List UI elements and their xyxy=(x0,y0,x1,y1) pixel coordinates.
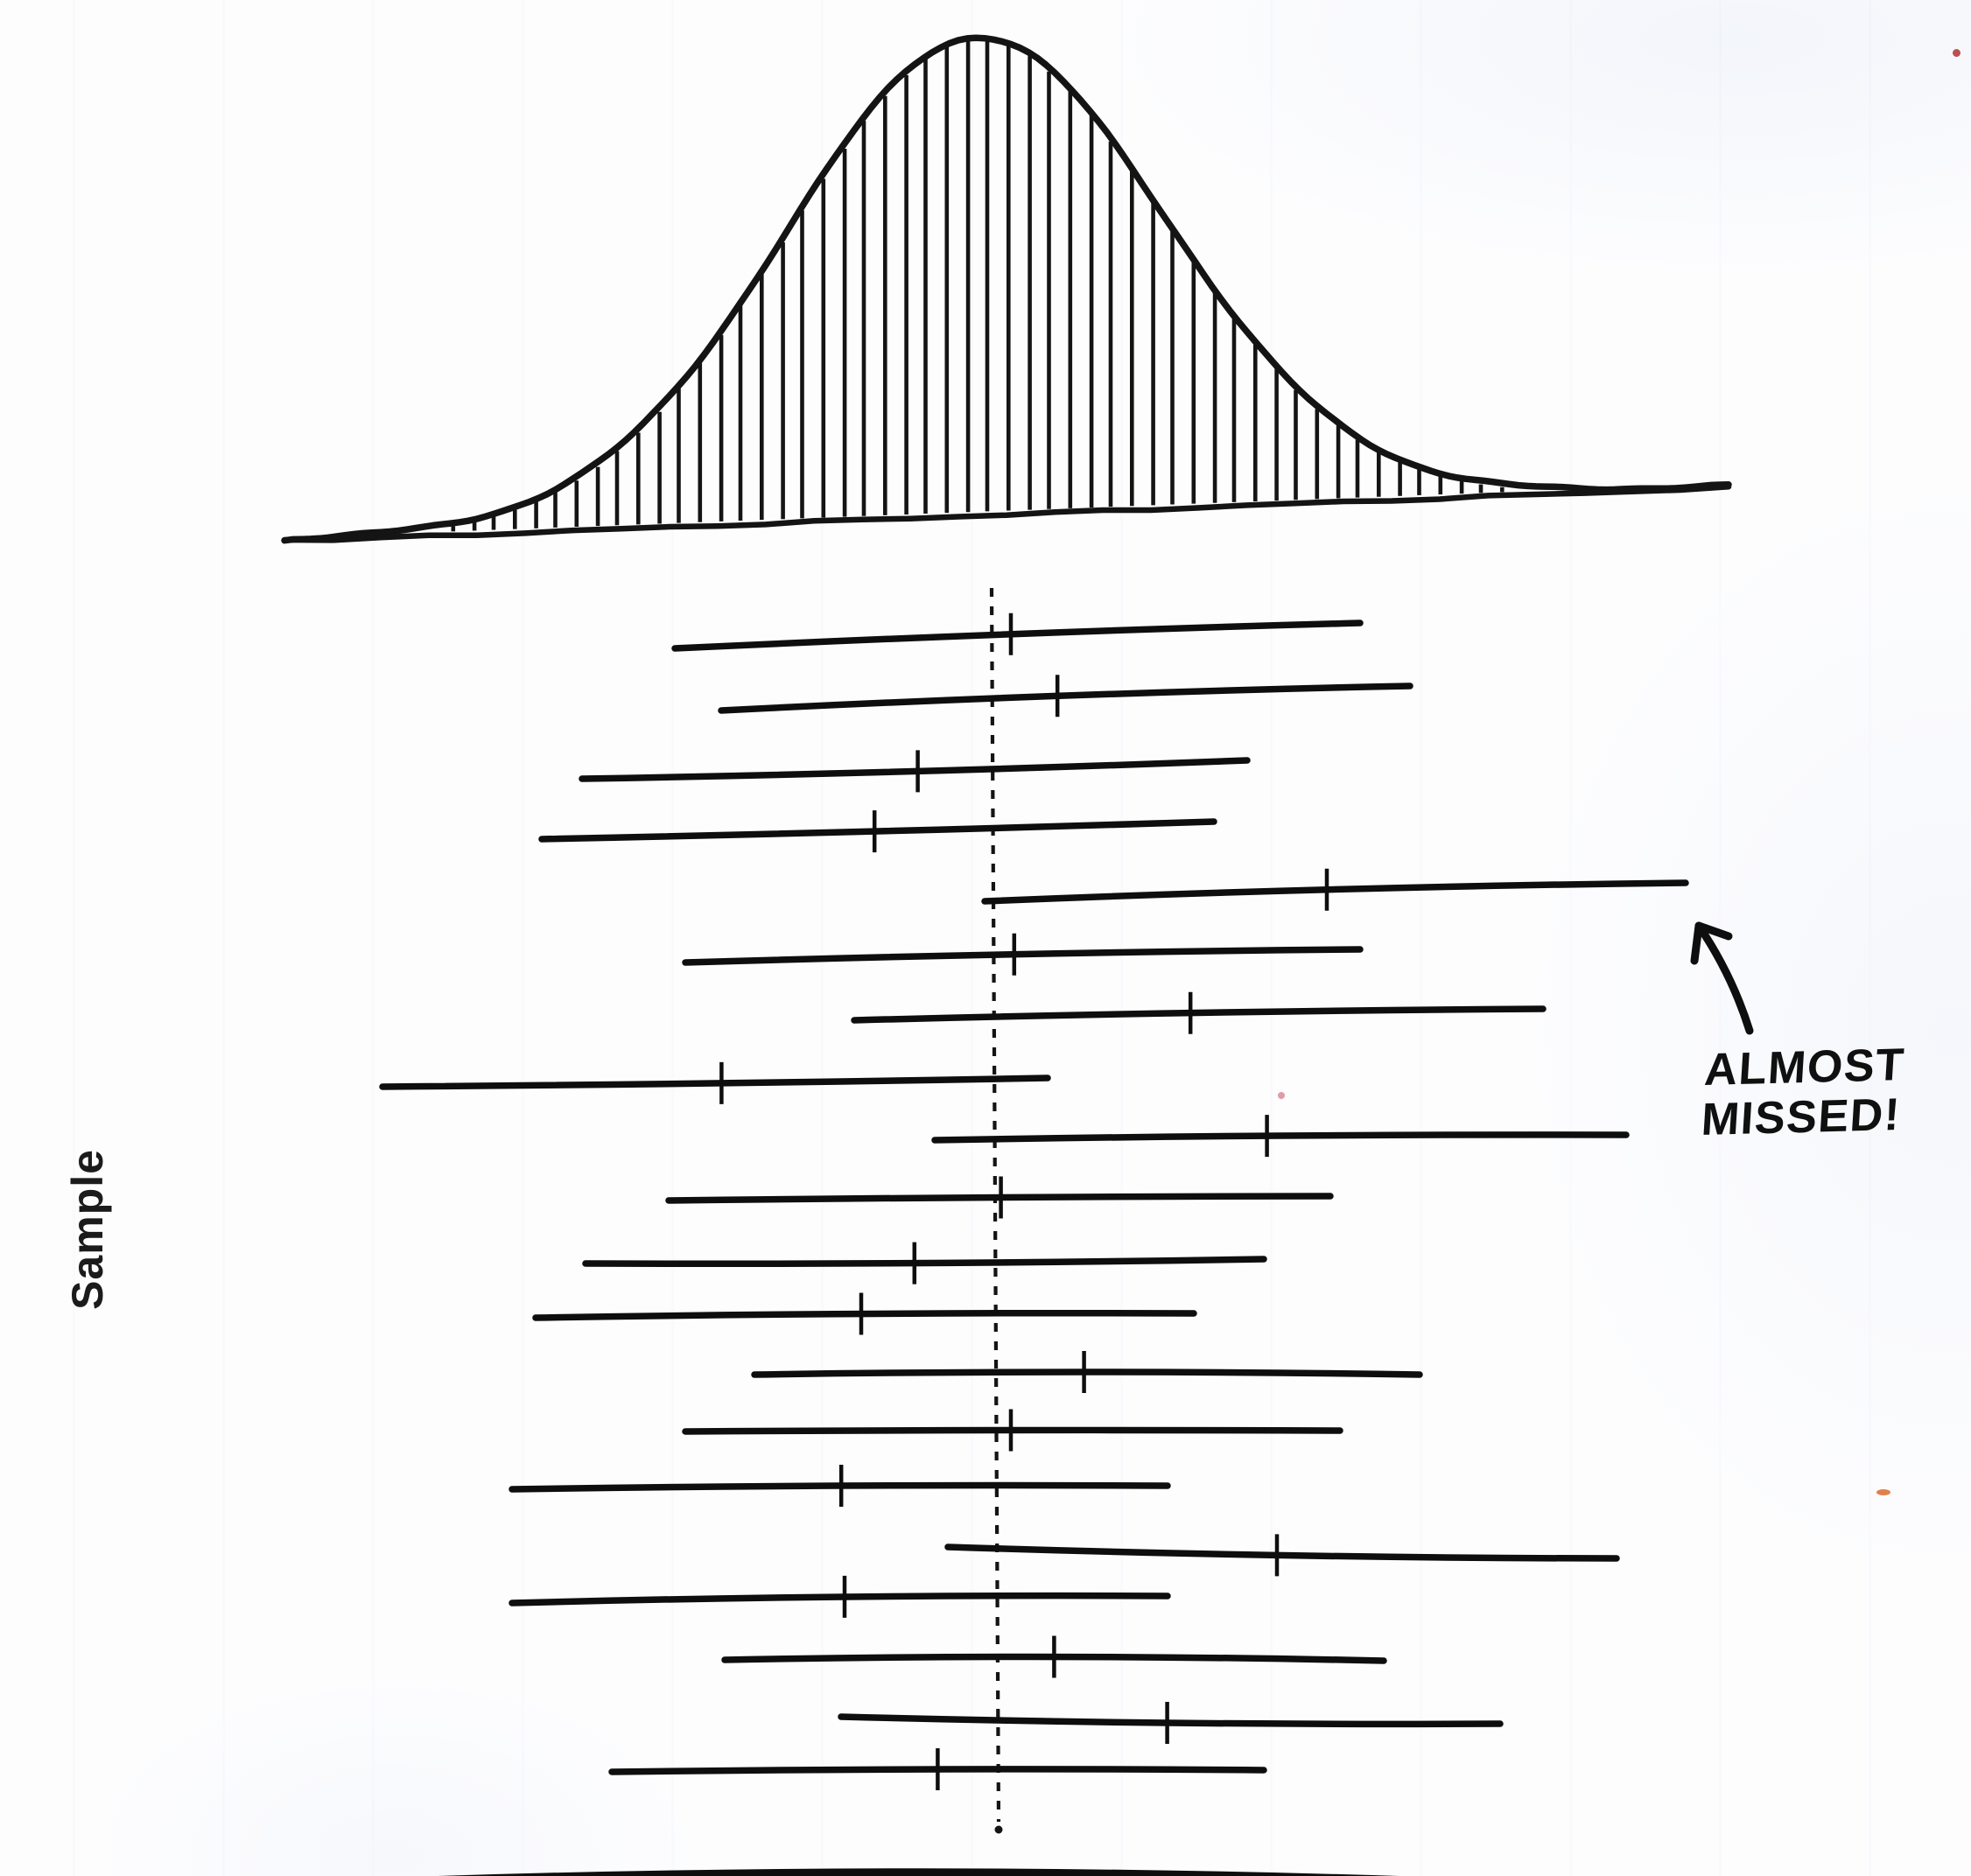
interval-line xyxy=(851,1005,1547,1024)
scan-artifact xyxy=(1876,1489,1890,1495)
interval-line xyxy=(538,818,1217,843)
interval-line xyxy=(944,1544,1620,1562)
interval-line xyxy=(582,1256,1267,1268)
confidence-interval-row xyxy=(608,1748,1267,1790)
confidence-interval-row xyxy=(538,810,1217,853)
confidence-interval-row xyxy=(981,868,1689,911)
y-axis-label-text: Sample xyxy=(63,1149,112,1310)
scan-artifact xyxy=(1953,49,1960,57)
annotation-line-1: ALMOST xyxy=(1702,1040,1907,1096)
confidence-interval-row xyxy=(931,1115,1630,1158)
interval-line xyxy=(532,1309,1197,1321)
interval-line xyxy=(718,682,1413,714)
confidence-interval-row xyxy=(509,1465,1171,1507)
confidence-interval-row xyxy=(665,1176,1334,1219)
confidence-interval-row xyxy=(579,750,1251,793)
confidence-interval-row xyxy=(379,1061,1051,1104)
interval-line xyxy=(579,757,1251,782)
confidence-interval-row xyxy=(838,1702,1504,1744)
confidence-interval-row xyxy=(682,1409,1343,1452)
interval-line xyxy=(931,1131,1630,1144)
confidence-interval-row xyxy=(682,933,1364,976)
confidence-interval-row xyxy=(851,991,1547,1034)
annotation-line-2: MISSED! xyxy=(1700,1089,1903,1145)
confidence-interval-row xyxy=(721,1635,1387,1678)
curve-baseline xyxy=(281,483,1732,543)
interval-line xyxy=(751,1368,1423,1378)
confidence-interval-row xyxy=(718,675,1413,718)
interval-line xyxy=(682,946,1364,966)
true-mean-line-end-dot xyxy=(994,1825,1003,1834)
confidence-interval-row xyxy=(509,1575,1171,1618)
interval-line xyxy=(379,1074,1051,1090)
interval-line xyxy=(838,1713,1504,1728)
confidence-interval-row xyxy=(532,1292,1197,1335)
interval-line xyxy=(509,1592,1171,1606)
scan-artifact xyxy=(1278,1092,1285,1099)
confidence-interval-row xyxy=(751,1351,1423,1393)
annotation-arrow-head xyxy=(1690,921,1733,965)
confidence-interval-row xyxy=(671,612,1364,655)
interval-line xyxy=(671,620,1364,652)
annotation-almost-missed: ALMOST MISSED! xyxy=(1700,1040,1906,1145)
confidence-interval-row xyxy=(582,1242,1267,1284)
interval-line xyxy=(981,879,1689,905)
annotation-arrow-shaft xyxy=(1694,921,1754,1035)
sampling-distribution-curve xyxy=(281,34,1732,544)
sampling-distribution-hatching xyxy=(451,40,1505,532)
true-mean-dotted-line xyxy=(989,587,1001,1823)
x-axis-line xyxy=(438,1868,1399,1876)
confidence-interval-row xyxy=(944,1534,1620,1577)
